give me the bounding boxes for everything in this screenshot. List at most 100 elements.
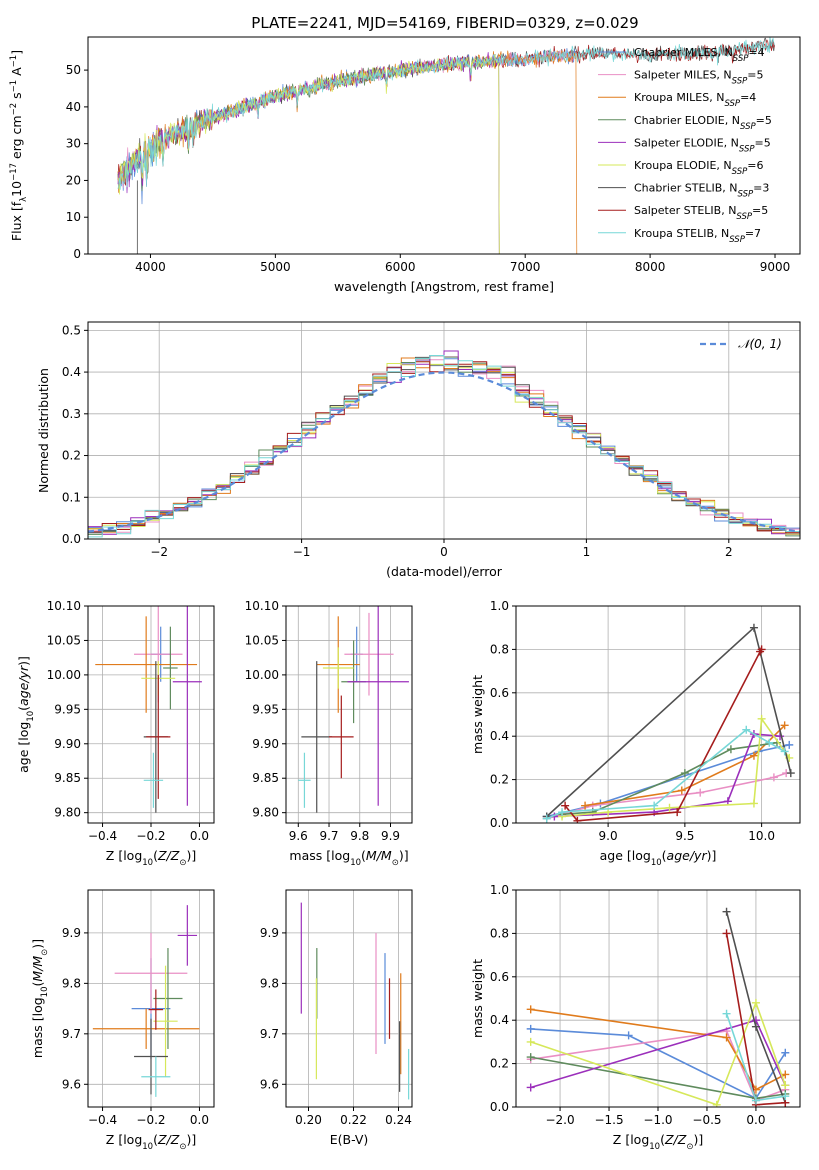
y-tick-label: 9.80 — [54, 806, 81, 820]
y-tick-label: 9.7 — [62, 1027, 81, 1041]
plot-area-weight_vs_age — [542, 623, 795, 823]
x-tick-label: 0.24 — [385, 1113, 412, 1127]
axes-frame — [87, 321, 801, 540]
weight-series-marker — [680, 769, 689, 778]
y-axis-label: mass weight — [470, 675, 485, 754]
y-tick-label: 0.2 — [490, 773, 509, 787]
weight-series-marker — [751, 1022, 760, 1031]
y-tick-label: 10.10 — [245, 599, 279, 613]
plot-area-mass_vs_Z — [92, 905, 200, 1097]
x-tick-label: −0.4 — [88, 829, 117, 843]
x-tick-label: 0.0 — [190, 1113, 209, 1127]
x-tick-label: −0.2 — [136, 1113, 165, 1127]
weight-series-marker — [781, 1081, 790, 1090]
weight-series-marker — [573, 816, 582, 823]
x-tick-label: 0.0 — [190, 829, 209, 843]
weight-series-marker — [781, 1048, 790, 1057]
weight-series-marker — [781, 1070, 790, 1079]
y-tick-label: 9.6 — [62, 1077, 81, 1091]
y-tick-label: 0.2 — [62, 449, 81, 463]
weight-series-marker — [785, 740, 794, 749]
y-tick-label: 10 — [66, 210, 81, 224]
y-tick-label: 0.4 — [62, 365, 81, 379]
x-tick-label: −1.0 — [643, 1113, 672, 1127]
weight-series-marker — [696, 788, 705, 797]
weight-series-marker — [749, 799, 758, 808]
weight-series-marker — [780, 721, 789, 730]
y-tick-label: 9.7 — [260, 1027, 279, 1041]
x-tick-label: 8000 — [635, 260, 666, 274]
y-tick-label: 9.90 — [252, 737, 279, 751]
weight-series-marker — [561, 801, 570, 810]
weight-series-marker — [526, 1037, 535, 1046]
x-tick-label: 0.22 — [340, 1113, 367, 1127]
weight-series-marker — [757, 645, 766, 654]
x-axis-label: age [log10(age/yr)] — [600, 848, 717, 868]
y-tick-label: 9.80 — [252, 806, 279, 820]
plot-area-weight_vs_Z — [526, 907, 790, 1107]
y-tick-label: 9.6 — [260, 1077, 279, 1091]
x-axis-label: wavelength [Angstrom, rest frame] — [334, 279, 554, 294]
y-tick-label: 9.8 — [62, 976, 81, 990]
axes-frame — [515, 889, 801, 1108]
x-axis-label: mass [log10(M/M⊙)] — [289, 848, 408, 868]
weight-series-marker — [673, 808, 682, 817]
spectrum-series-line — [117, 53, 500, 254]
y-tick-label: 9.95 — [54, 702, 81, 716]
x-axis-label: E(B-V) — [330, 1132, 369, 1147]
y-tick-label: 10.05 — [245, 633, 279, 647]
y-tick-label: 0.4 — [490, 1013, 509, 1027]
legend-entry: 𝒩(0, 1) — [738, 337, 782, 351]
x-tick-label: 7000 — [510, 260, 541, 274]
weight-series-marker — [723, 797, 732, 806]
y-tick-label: 0.3 — [62, 407, 81, 421]
normal-reference-curve — [88, 371, 800, 533]
weight-series-marker — [722, 1033, 731, 1042]
legend-entry: Kroupa STELIB, NSSP=7 — [634, 227, 761, 245]
x-tick-label: 1 — [583, 545, 591, 559]
panel-age_vs_Z: −0.4 −0.2 0.0 9.80 9.85 9.90 9.95 10.00 10.05 10.… — [16, 599, 215, 868]
weight-series-marker — [650, 801, 659, 810]
y-tick-label: 10.00 — [47, 668, 81, 682]
y-tick-label: 10.05 — [47, 633, 81, 647]
legend-entry: Kroupa MILES, NSSP=4 — [634, 91, 756, 109]
weight-series-marker — [677, 786, 686, 795]
x-tick-label: −0.2 — [136, 829, 165, 843]
x-tick-label: 0 — [440, 545, 448, 559]
weight-series-marker — [780, 747, 789, 756]
x-tick-label: 10.0 — [748, 829, 775, 843]
x-tick-label: 6000 — [385, 260, 416, 274]
x-axis-label: (data-model)/error — [386, 564, 503, 579]
panel-mass_vs_Z: −0.4 −0.2 0.0 9.6 9.7 9.8 9.9 Z [log10(Z/Z⊙)] ma… — [30, 889, 215, 1152]
y-tick-label: 10.10 — [47, 599, 81, 613]
spectrum-series-line — [117, 52, 500, 254]
y-tick-label: 40 — [66, 100, 81, 114]
axes-frame — [515, 605, 801, 824]
y-tick-label: 0.0 — [490, 816, 509, 830]
weight-series-marker — [526, 1005, 535, 1014]
y-tick-label: 0.0 — [62, 532, 81, 546]
y-axis-label: age [log10(age/yr)] — [16, 656, 36, 773]
weight-series-marker — [712, 1100, 721, 1107]
x-tick-label: 9.7 — [319, 829, 338, 843]
y-tick-label: 9.85 — [252, 771, 279, 785]
weight-series-marker — [526, 1024, 535, 1033]
weight-series-marker — [749, 751, 758, 760]
y-tick-label: 9.95 — [252, 702, 279, 716]
y-axis-label: mass [log10(M/M⊙)] — [30, 939, 50, 1058]
weight-series-marker — [751, 1096, 760, 1105]
weight-series-marker — [581, 801, 590, 810]
y-tick-label: 0.8 — [490, 642, 509, 656]
y-tick-label: 50 — [66, 63, 81, 77]
plot-area-residuals — [88, 350, 800, 538]
legend-entry: Salpeter ELODIE, NSSP=5 — [634, 136, 771, 154]
x-tick-label: −0.4 — [88, 1113, 117, 1127]
y-tick-label: 0.0 — [490, 1100, 509, 1114]
x-tick-label: 0.20 — [295, 1113, 322, 1127]
panel-spectrum: 4000 5000 6000 7000 8000 9000 0 10 20 30 40 50 wavel… — [9, 36, 801, 294]
x-axis-label: Z [log10(Z/Z⊙)] — [613, 1132, 703, 1152]
legend-entry: Salpeter STELIB, NSSP=5 — [634, 204, 768, 222]
weight-series-marker — [726, 745, 735, 754]
panel-weight_vs_age: 9.0 9.5 10.0 0.0 0.2 0.4 0.6 0.8 1.0 age [log10(a… — [470, 599, 801, 868]
